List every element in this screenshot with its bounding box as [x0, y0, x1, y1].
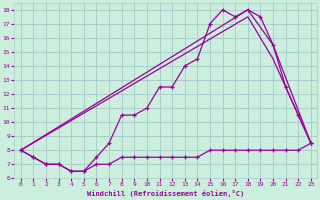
- X-axis label: Windchill (Refroidissement éolien,°C): Windchill (Refroidissement éolien,°C): [87, 190, 244, 197]
